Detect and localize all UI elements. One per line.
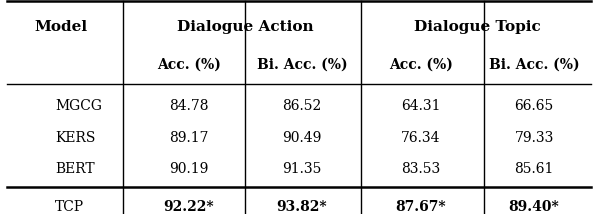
Text: 86.52: 86.52 bbox=[282, 99, 322, 113]
Text: 92.22*: 92.22* bbox=[164, 200, 214, 214]
Text: 91.35: 91.35 bbox=[282, 162, 322, 176]
Text: BERT: BERT bbox=[55, 162, 94, 176]
Text: Dialogue Topic: Dialogue Topic bbox=[414, 20, 541, 34]
Text: 90.49: 90.49 bbox=[282, 131, 322, 145]
Text: Bi. Acc. (%): Bi. Acc. (%) bbox=[489, 58, 579, 72]
Text: 90.19: 90.19 bbox=[169, 162, 209, 176]
Text: 64.31: 64.31 bbox=[401, 99, 441, 113]
Text: 85.61: 85.61 bbox=[514, 162, 554, 176]
Text: MGCG: MGCG bbox=[55, 99, 102, 113]
Text: 66.65: 66.65 bbox=[514, 99, 554, 113]
Text: Acc. (%): Acc. (%) bbox=[389, 58, 453, 72]
Text: Acc. (%): Acc. (%) bbox=[157, 58, 221, 72]
Text: KERS: KERS bbox=[55, 131, 95, 145]
Text: 83.53: 83.53 bbox=[401, 162, 441, 176]
Text: 84.78: 84.78 bbox=[169, 99, 209, 113]
Text: 89.17: 89.17 bbox=[169, 131, 209, 145]
Text: 87.67*: 87.67* bbox=[396, 200, 446, 214]
Text: TCP: TCP bbox=[55, 200, 84, 214]
Text: Dialogue Action: Dialogue Action bbox=[177, 20, 314, 34]
Text: 79.33: 79.33 bbox=[514, 131, 554, 145]
Text: Model: Model bbox=[34, 20, 87, 34]
Text: 93.82*: 93.82* bbox=[277, 200, 327, 214]
Text: Bi. Acc. (%): Bi. Acc. (%) bbox=[257, 58, 347, 72]
Text: 89.40*: 89.40* bbox=[509, 200, 560, 214]
Text: 76.34: 76.34 bbox=[401, 131, 441, 145]
